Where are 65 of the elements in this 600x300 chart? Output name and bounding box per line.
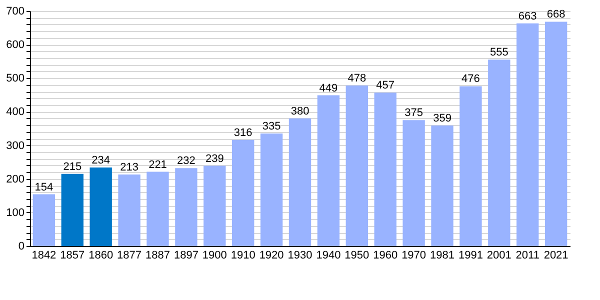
data-label: 380: [290, 105, 310, 118]
bar: [516, 23, 539, 246]
x-tick-label: 1887: [146, 250, 170, 262]
x-tick-label: 1900: [202, 250, 227, 262]
data-label: 555: [490, 46, 508, 59]
bar: [175, 168, 198, 246]
data-label: 449: [319, 82, 338, 94]
x-tick-label: 1897: [174, 250, 198, 262]
data-label: 457: [376, 80, 395, 92]
data-label: 359: [433, 112, 452, 124]
y-tick-label: 300: [6, 140, 24, 152]
x-tick-label: 2021: [544, 250, 568, 262]
bar: [118, 174, 140, 246]
x-tick-label: 2011: [516, 250, 540, 262]
data-label: 668: [546, 8, 566, 21]
y-tick-label: 200: [6, 173, 24, 186]
data-label: 221: [148, 158, 167, 171]
x-tick-label: 1940: [316, 250, 341, 262]
data-label: 335: [262, 120, 281, 133]
data-label: 375: [404, 107, 423, 120]
x-tick-label: 1970: [402, 250, 426, 262]
bar: [460, 86, 482, 246]
x-tick-label: 1960: [373, 250, 398, 262]
y-tick-label: 400: [6, 106, 24, 118]
x-tick-label: 1950: [344, 250, 370, 262]
x-tick-label: 1991: [458, 250, 483, 262]
y-tick-label: 600: [6, 39, 24, 52]
x-tick-label: 1860: [88, 250, 114, 262]
bar: [260, 134, 283, 246]
bar: [488, 60, 510, 246]
bar: [32, 194, 56, 246]
bar: [61, 174, 84, 246]
bar: [346, 86, 368, 246]
y-tick-label: 500: [6, 72, 24, 85]
bar: [317, 95, 340, 246]
data-label: 232: [177, 155, 196, 168]
x-tick-label: 2001: [486, 250, 512, 262]
bar: [402, 120, 425, 246]
bar: [90, 167, 112, 246]
bar: [544, 22, 568, 246]
bar: [204, 166, 226, 246]
bar: [431, 125, 454, 246]
x-tick-label: 1877: [117, 250, 142, 262]
data-label: 215: [63, 160, 82, 173]
x-tick-label: 1857: [60, 250, 85, 262]
x-tick-label: 1920: [259, 250, 284, 262]
x-tick-label: 1981: [430, 250, 454, 262]
data-label: 478: [348, 72, 366, 85]
bar: [146, 172, 169, 246]
data-label: 316: [234, 126, 252, 139]
bar: [232, 140, 254, 246]
bar: [374, 92, 396, 246]
y-tick-label: 0: [18, 240, 24, 252]
bar: [288, 118, 312, 246]
y-tick-label: 100: [6, 206, 24, 219]
data-label: 663: [518, 10, 537, 22]
x-tick-label: 1910: [230, 250, 256, 262]
data-label: 154: [34, 181, 54, 194]
x-tick-label: 1842: [32, 250, 56, 262]
data-label: 213: [120, 161, 138, 174]
data-label: 476: [462, 73, 480, 86]
y-tick-label: 700: [6, 6, 24, 18]
x-tick-label: 1930: [288, 250, 312, 262]
data-label: 239: [205, 152, 224, 165]
data-label: 234: [92, 154, 110, 166]
